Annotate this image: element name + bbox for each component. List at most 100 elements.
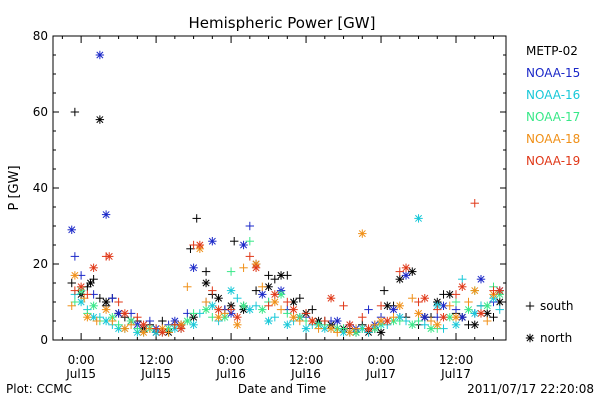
star-stroke-d2 xyxy=(483,302,491,310)
north-point-noaa-19 xyxy=(439,313,448,322)
north-point-noaa-18 xyxy=(433,320,442,329)
marker-legend: south north xyxy=(525,299,574,345)
legend: METP-02 NOAA-15 NOAA-16 NOAA-17 NOAA-18 NOAA-… xyxy=(526,44,580,168)
star-stroke-d2 xyxy=(77,298,85,306)
north-point-noaa-18 xyxy=(395,301,404,310)
star-stroke-d2 xyxy=(383,317,391,325)
south-point-noaa-16 xyxy=(270,313,280,322)
north-point-noaa-19 xyxy=(289,305,298,314)
south-point-metp-02 xyxy=(251,286,261,295)
south-point-noaa-19 xyxy=(339,301,348,310)
x-tick-date-label: Jul16 xyxy=(290,367,321,381)
north-point-metp-02 xyxy=(408,267,417,276)
star-stroke-d2 xyxy=(421,294,429,302)
north-point-noaa-16 xyxy=(283,320,292,329)
star-stroke-d2 xyxy=(90,264,98,272)
star-stroke-d2 xyxy=(471,321,479,329)
south-point-noaa-19 xyxy=(208,286,217,295)
x-tick-time-label: 12:00 xyxy=(289,353,324,367)
north-point-noaa-15 xyxy=(389,305,398,314)
north-point-noaa-15 xyxy=(476,275,486,284)
south-point-metp-02 xyxy=(201,267,211,276)
south-point-metp-02 xyxy=(192,214,201,223)
star-stroke-d2 xyxy=(327,294,335,302)
north-point-noaa-18 xyxy=(326,324,336,333)
north-point-noaa-15 xyxy=(258,290,267,299)
south-point-metp-02 xyxy=(264,271,273,280)
south-point-noaa-19 xyxy=(451,290,461,299)
north-point-noaa-18 xyxy=(233,320,242,329)
y-tick-label: 60 xyxy=(33,105,48,119)
south-point-noaa-19 xyxy=(433,305,442,314)
star-stroke-d2 xyxy=(271,290,279,298)
north-point-noaa-17 xyxy=(239,301,248,310)
north-point-metp-02 xyxy=(445,290,454,299)
star-stroke-d2 xyxy=(96,51,104,59)
north-point-noaa-19 xyxy=(420,294,429,303)
south-point-noaa-17 xyxy=(451,297,461,307)
north-point-noaa-19 xyxy=(139,320,148,329)
south-point-noaa-15 xyxy=(145,316,155,326)
south-point-noaa-17 xyxy=(114,320,123,329)
north-point-noaa-15 xyxy=(420,313,429,322)
star-stroke-d2 xyxy=(102,211,110,219)
north-point-noaa-16 xyxy=(470,309,479,318)
north-point-noaa-17 xyxy=(258,305,267,314)
y-tick-label: 20 xyxy=(33,257,48,271)
star-stroke-d2 xyxy=(177,325,185,333)
star-stroke-d2 xyxy=(477,309,485,317)
legend-entry-noaa-19: NOAA-19 xyxy=(526,154,580,168)
x-tick-time-label: 12:00 xyxy=(439,353,474,367)
star-stroke-d2 xyxy=(446,290,454,298)
star-stroke-d2 xyxy=(271,298,279,306)
south-point-noaa-18 xyxy=(351,324,361,333)
north-point-noaa-19 xyxy=(120,309,130,318)
north-point-metp-02 xyxy=(95,115,105,124)
star-stroke-d2 xyxy=(496,298,504,306)
north-point-metp-02 xyxy=(276,271,286,280)
star-stroke-d2 xyxy=(408,268,416,276)
star-stroke-d2 xyxy=(227,287,235,295)
north-point-metp-02 xyxy=(383,301,392,310)
star-stroke-d2 xyxy=(427,325,435,333)
north-point-noaa-15 xyxy=(239,240,248,250)
x-tick-date-label: Jul15 xyxy=(65,367,96,381)
legend-entry-noaa-15: NOAA-15 xyxy=(526,66,580,80)
south-point-noaa-15 xyxy=(451,305,461,314)
x-tick-date-label: Jul16 xyxy=(215,367,246,381)
north-point-metp-02 xyxy=(101,297,111,307)
north-point-noaa-19 xyxy=(233,313,242,322)
star-stroke-d2 xyxy=(96,116,104,124)
south-point-noaa-19 xyxy=(264,301,273,310)
north-point-noaa-18 xyxy=(214,313,223,322)
north-point-noaa-15 xyxy=(401,271,411,280)
north-point-noaa-18 xyxy=(270,297,280,307)
south-point-noaa-18 xyxy=(201,297,211,307)
north-point-noaa-18 xyxy=(470,286,479,295)
north-point-metp-02 xyxy=(86,278,95,288)
chart-title: Hemispheric Power [GW] xyxy=(189,14,376,32)
x-axis-label: Date and Time xyxy=(238,382,326,396)
star-stroke-d2 xyxy=(202,306,210,314)
star-stroke-d2 xyxy=(115,309,123,317)
star-stroke-d2 xyxy=(302,325,310,333)
north-point-noaa-19 xyxy=(401,263,411,272)
y-tick-label: 0 xyxy=(40,333,48,347)
north-point-noaa-19 xyxy=(308,316,317,326)
star-stroke-d2 xyxy=(421,313,429,321)
south-point-noaa-18 xyxy=(426,316,436,326)
north-point-metp-02 xyxy=(395,275,404,284)
north-point-noaa-19 xyxy=(326,294,336,303)
south-point-noaa-18 xyxy=(108,316,117,326)
south-point-noaa-19 xyxy=(358,313,367,322)
north-point-noaa-18 xyxy=(83,313,92,322)
north-point-noaa-16 xyxy=(226,286,236,295)
south-point-noaa-19 xyxy=(70,286,80,295)
star-stroke-d2 xyxy=(215,313,223,321)
star-stroke-d2 xyxy=(140,328,148,336)
south-point-noaa-18 xyxy=(220,309,230,318)
star-stroke-d2 xyxy=(526,334,534,342)
north-point-noaa-17 xyxy=(483,301,492,310)
star-stroke-d2 xyxy=(208,302,216,310)
north-point-noaa-16 xyxy=(245,305,255,314)
